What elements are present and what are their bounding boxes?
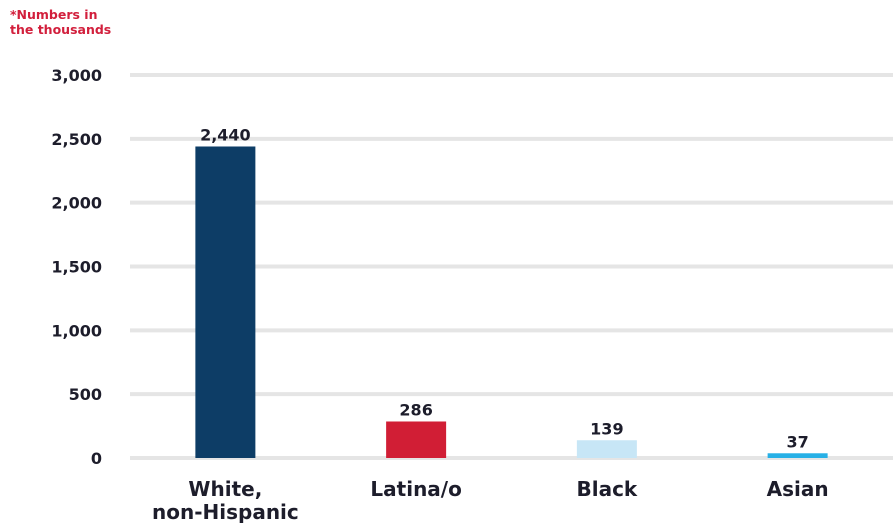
gridlines (130, 73, 893, 460)
bar (386, 421, 447, 458)
y-tick-label: 500 (69, 385, 102, 404)
y-tick-label: 1,000 (51, 321, 102, 340)
y-tick-label: 1,500 (51, 258, 102, 277)
bar (767, 453, 828, 458)
category-labels: White, non-Hispanic Latina/o Black Asian (152, 477, 829, 523)
category-label: White, non-Hispanic (152, 477, 299, 523)
category-label: Black (576, 477, 637, 501)
y-tick-label: 0 (91, 449, 102, 468)
data-labels: 2,440 286 139 37 (200, 125, 809, 451)
category-label: Asian (767, 477, 829, 501)
bars (195, 146, 828, 458)
y-axis-tick-labels: 0 500 1,000 1,500 2,000 2,500 3,000 (51, 66, 102, 468)
y-tick-label: 2,000 (51, 194, 102, 213)
category-label: Latina/o (370, 477, 461, 501)
bar (195, 146, 256, 458)
data-label: 37 (786, 432, 808, 451)
data-label: 2,440 (200, 125, 251, 144)
units-note: *Numbers in the thousands (10, 7, 112, 37)
y-tick-label: 2,500 (51, 130, 102, 149)
bar (576, 440, 637, 458)
data-label: 139 (590, 419, 623, 438)
y-tick-label: 3,000 (51, 66, 102, 85)
data-label: 286 (399, 400, 432, 419)
